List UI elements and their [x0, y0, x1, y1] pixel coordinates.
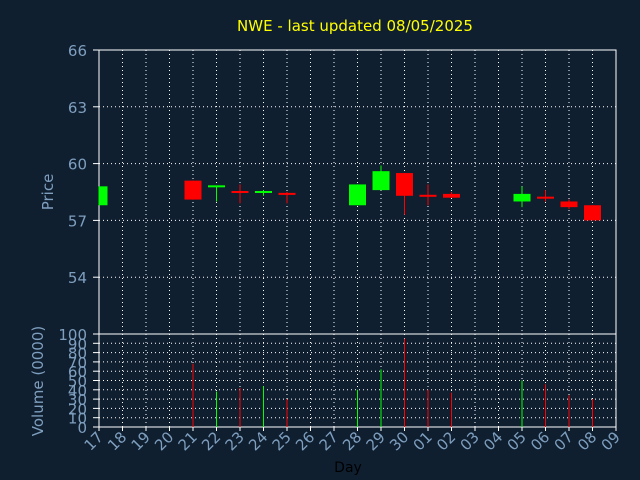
candle-body — [396, 173, 413, 196]
price-tick-label: 57 — [68, 212, 87, 230]
price-tick-label: 60 — [68, 156, 87, 174]
candle — [443, 192, 460, 198]
candle — [231, 184, 249, 204]
price-axis-label: Price — [39, 174, 57, 211]
volume-tick-label: 70 — [68, 354, 87, 372]
candle-body — [278, 192, 296, 195]
candle — [349, 184, 366, 206]
candle — [419, 184, 437, 206]
candle — [584, 205, 601, 221]
chart-title: NWE - last updated 08/05/2025 — [237, 17, 473, 35]
candle-body — [184, 180, 202, 200]
volume-tick-label: 0 — [77, 419, 87, 437]
volume-tick-label: 100 — [58, 326, 87, 344]
candle-body — [584, 205, 601, 221]
candle — [537, 190, 554, 202]
candle-body — [349, 184, 366, 206]
candle — [278, 192, 296, 204]
volume-axis-label: Volume (0000) — [29, 326, 47, 436]
x-axis-label: Day — [334, 460, 362, 476]
candle-body — [537, 196, 554, 199]
volume-tick-label: 30 — [68, 391, 87, 409]
candle — [184, 180, 202, 200]
candle-body — [443, 193, 460, 198]
candle — [255, 190, 272, 196]
x-axis: 1718192021222324252627282930010203040506… — [81, 427, 624, 454]
candle — [513, 186, 531, 208]
volume-tick-label: 60 — [68, 363, 87, 381]
volume-tick-label: 90 — [68, 335, 87, 353]
candle — [396, 173, 413, 215]
candle — [208, 185, 225, 202]
candle — [560, 199, 578, 210]
volume-tick-label: 40 — [68, 382, 87, 400]
volume-tick-label: 50 — [68, 373, 87, 391]
price-tick-label: 66 — [68, 42, 87, 60]
candle — [98, 186, 108, 206]
candle-body — [99, 186, 108, 206]
candle-body — [419, 194, 437, 197]
candle-body — [208, 185, 225, 188]
candle-body — [372, 171, 390, 191]
volume-tick-label: 20 — [68, 400, 87, 418]
candle-body — [560, 201, 578, 208]
candle-body — [255, 191, 272, 193]
candle-body — [231, 191, 249, 193]
volume-tick-label: 80 — [68, 345, 87, 363]
volume-tick-label: 10 — [68, 410, 87, 428]
candle-body — [513, 193, 531, 202]
price-tick-label: 54 — [68, 269, 87, 287]
candle — [372, 165, 390, 191]
price-tick-label: 63 — [68, 99, 87, 117]
